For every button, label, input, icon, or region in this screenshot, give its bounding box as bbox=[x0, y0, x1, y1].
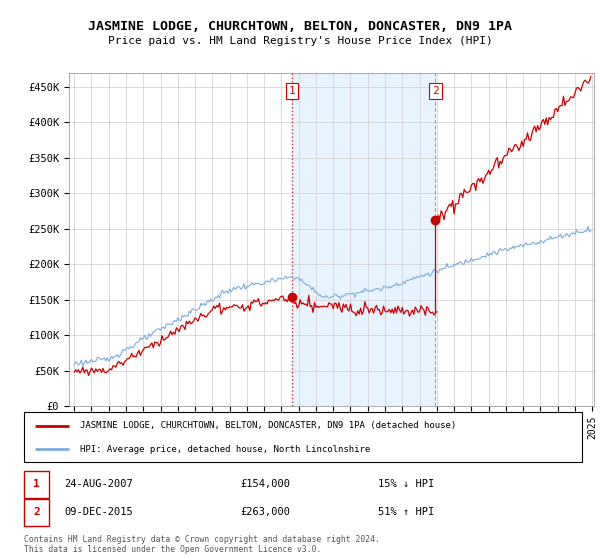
Text: 51% ↑ HPI: 51% ↑ HPI bbox=[378, 507, 434, 517]
Text: JASMINE LODGE, CHURCHTOWN, BELTON, DONCASTER, DN9 1PA: JASMINE LODGE, CHURCHTOWN, BELTON, DONCA… bbox=[88, 20, 512, 32]
Text: 24-AUG-2007: 24-AUG-2007 bbox=[64, 479, 133, 489]
Text: 15% ↓ HPI: 15% ↓ HPI bbox=[378, 479, 434, 489]
Text: HPI: Average price, detached house, North Lincolnshire: HPI: Average price, detached house, Nort… bbox=[80, 445, 370, 454]
Text: 2: 2 bbox=[432, 86, 439, 96]
Text: 09-DEC-2015: 09-DEC-2015 bbox=[64, 507, 133, 517]
Text: JASMINE LODGE, CHURCHTOWN, BELTON, DONCASTER, DN9 1PA (detached house): JASMINE LODGE, CHURCHTOWN, BELTON, DONCA… bbox=[80, 421, 456, 430]
Text: 1: 1 bbox=[289, 86, 296, 96]
Text: Price paid vs. HM Land Registry's House Price Index (HPI): Price paid vs. HM Land Registry's House … bbox=[107, 36, 493, 46]
Text: £154,000: £154,000 bbox=[240, 479, 290, 489]
Bar bbox=[292, 73, 436, 406]
Text: £263,000: £263,000 bbox=[240, 507, 290, 517]
Text: 2: 2 bbox=[33, 507, 40, 517]
Text: 1: 1 bbox=[33, 479, 40, 489]
Text: Contains HM Land Registry data © Crown copyright and database right 2024.
This d: Contains HM Land Registry data © Crown c… bbox=[24, 535, 380, 554]
